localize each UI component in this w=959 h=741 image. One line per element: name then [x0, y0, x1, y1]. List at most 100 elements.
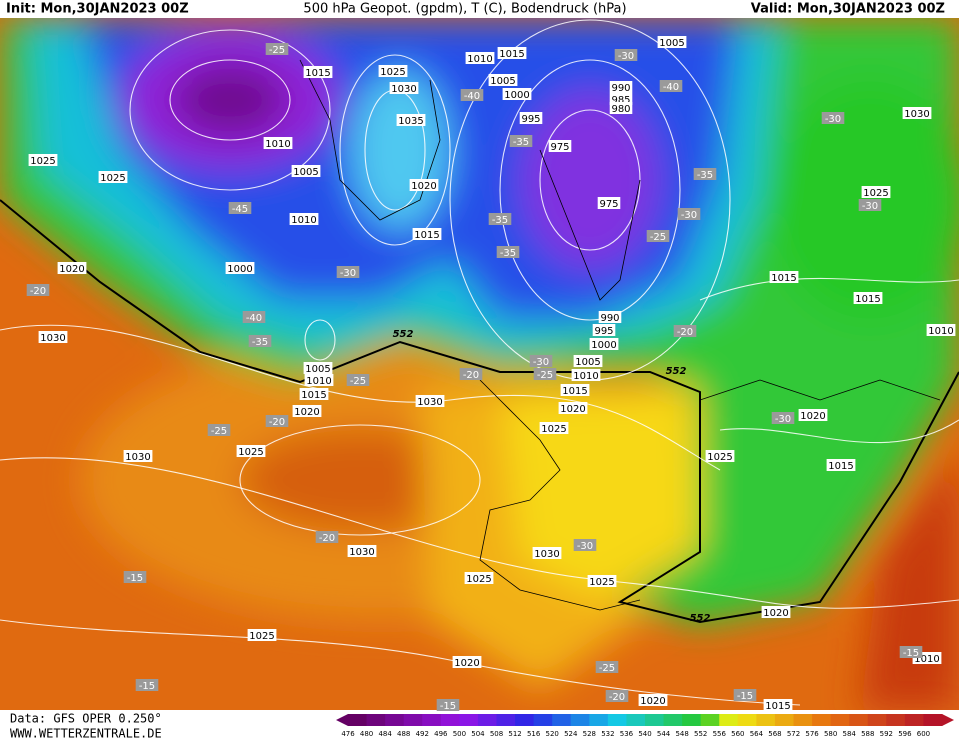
label-box	[587, 575, 617, 587]
label-box	[605, 690, 629, 702]
map-label: 1000	[225, 262, 255, 275]
colorbar-cell	[440, 714, 460, 726]
pressure-label: 990	[600, 313, 619, 324]
label-box	[98, 171, 128, 183]
map-label: 1015	[497, 47, 527, 60]
colorbar-label: 592	[880, 730, 893, 738]
colorbar-label: 580	[824, 730, 837, 738]
pressure-label: 1005	[490, 76, 515, 87]
label-box	[459, 368, 483, 380]
label-box	[519, 112, 543, 124]
map-label: 1015	[826, 459, 856, 472]
map-label: -30	[573, 539, 597, 552]
colorbar-cell	[774, 714, 794, 726]
map-label: 1030	[123, 450, 153, 463]
map-label: 1015	[763, 699, 793, 712]
label-box	[496, 246, 520, 258]
map-label: 1030	[415, 395, 445, 408]
init-time: Init: Mon,30JAN2023 00Z	[6, 2, 189, 17]
label-box	[509, 135, 533, 147]
label-box	[733, 689, 757, 701]
colorbar-cell	[737, 714, 757, 726]
map-label: -40	[659, 80, 683, 93]
label-box	[460, 89, 484, 101]
temperature-label: -35	[492, 215, 508, 226]
pressure-label: 1015	[562, 386, 587, 397]
map-label: 980	[609, 102, 633, 115]
colorbar-cell	[589, 714, 609, 726]
label-box	[291, 165, 321, 177]
map-label: 1030	[902, 107, 932, 120]
pressure-label: 1010	[265, 139, 290, 150]
label-box	[614, 49, 638, 61]
colorbar-cell	[348, 714, 368, 726]
label-box	[532, 547, 562, 559]
label-box	[609, 81, 633, 93]
map-label: -35	[509, 135, 533, 148]
label-box	[899, 646, 923, 658]
map-label: -30	[821, 112, 845, 125]
colorbar-label: 504	[471, 730, 485, 738]
pressure-label: 1010	[914, 654, 939, 665]
label-box	[347, 545, 377, 557]
colorbar-label: 552	[694, 730, 707, 738]
map-label: -30	[677, 208, 701, 221]
label-box	[571, 369, 601, 381]
header: Init: Mon,30JAN2023 00Z 500 hPa Geopot. …	[6, 2, 945, 17]
label-box	[597, 197, 621, 209]
label-box	[389, 82, 419, 94]
label-box	[609, 102, 633, 114]
temperature-label: -20	[319, 533, 335, 544]
map-label: 1020	[558, 402, 588, 415]
temperature-label: -25	[537, 370, 553, 381]
colorbar-label: 544	[657, 730, 671, 738]
label-box	[771, 412, 795, 424]
colorbar-label: 496	[434, 730, 448, 738]
pressure-label: 1035	[398, 116, 423, 127]
temperature-label: -15	[903, 648, 919, 659]
valid-time: Valid: Mon,30JAN2023 00Z	[751, 2, 945, 17]
label-box	[415, 395, 445, 407]
label-box	[769, 271, 799, 283]
temperature-label: -30	[825, 114, 841, 125]
colorbar-cell	[849, 714, 869, 726]
colorbar-cell	[626, 714, 646, 726]
label-box	[409, 179, 439, 191]
map-label: 990	[598, 311, 622, 324]
pressure-label: 1000	[504, 90, 529, 101]
map-label: 1025	[464, 572, 494, 585]
map-label: 975	[548, 140, 572, 153]
colorbar-label: 516	[527, 730, 541, 738]
data-source: Data: GFS OPER 0.250°	[10, 712, 162, 726]
map-label: -20	[605, 690, 629, 703]
map-label: -40	[242, 311, 266, 324]
label-box	[677, 208, 701, 220]
map-label: 1025	[539, 422, 569, 435]
colorbar-label: 596	[898, 730, 912, 738]
height-label: 552	[690, 613, 711, 624]
isobars	[0, 19, 959, 706]
temperature-label: -25	[350, 376, 366, 387]
colorbar-label: 492	[416, 730, 429, 738]
colorbar-label: 508	[490, 730, 503, 738]
colorbar-cell	[886, 714, 906, 726]
map-label: 995	[592, 324, 616, 337]
label-box	[539, 422, 569, 434]
map-label: 1025	[378, 65, 408, 78]
label-box	[488, 74, 518, 86]
map-label: -30	[529, 355, 553, 368]
temperature-label: -35	[500, 248, 516, 259]
colorbar-cell	[422, 714, 442, 726]
map-label: -35	[496, 246, 520, 259]
map-label: -35	[693, 168, 717, 181]
colorbar-label: 524	[564, 730, 578, 738]
map-label: -45	[228, 202, 252, 215]
map	[0, 18, 959, 710]
label-box	[465, 52, 495, 64]
label-box	[638, 694, 668, 706]
pressure-label: 1005	[293, 167, 318, 178]
temperature-label: -30	[340, 268, 356, 279]
colorbar-cell	[867, 714, 887, 726]
colorbar-arrow	[336, 714, 348, 726]
colorbar-cell	[496, 714, 516, 726]
